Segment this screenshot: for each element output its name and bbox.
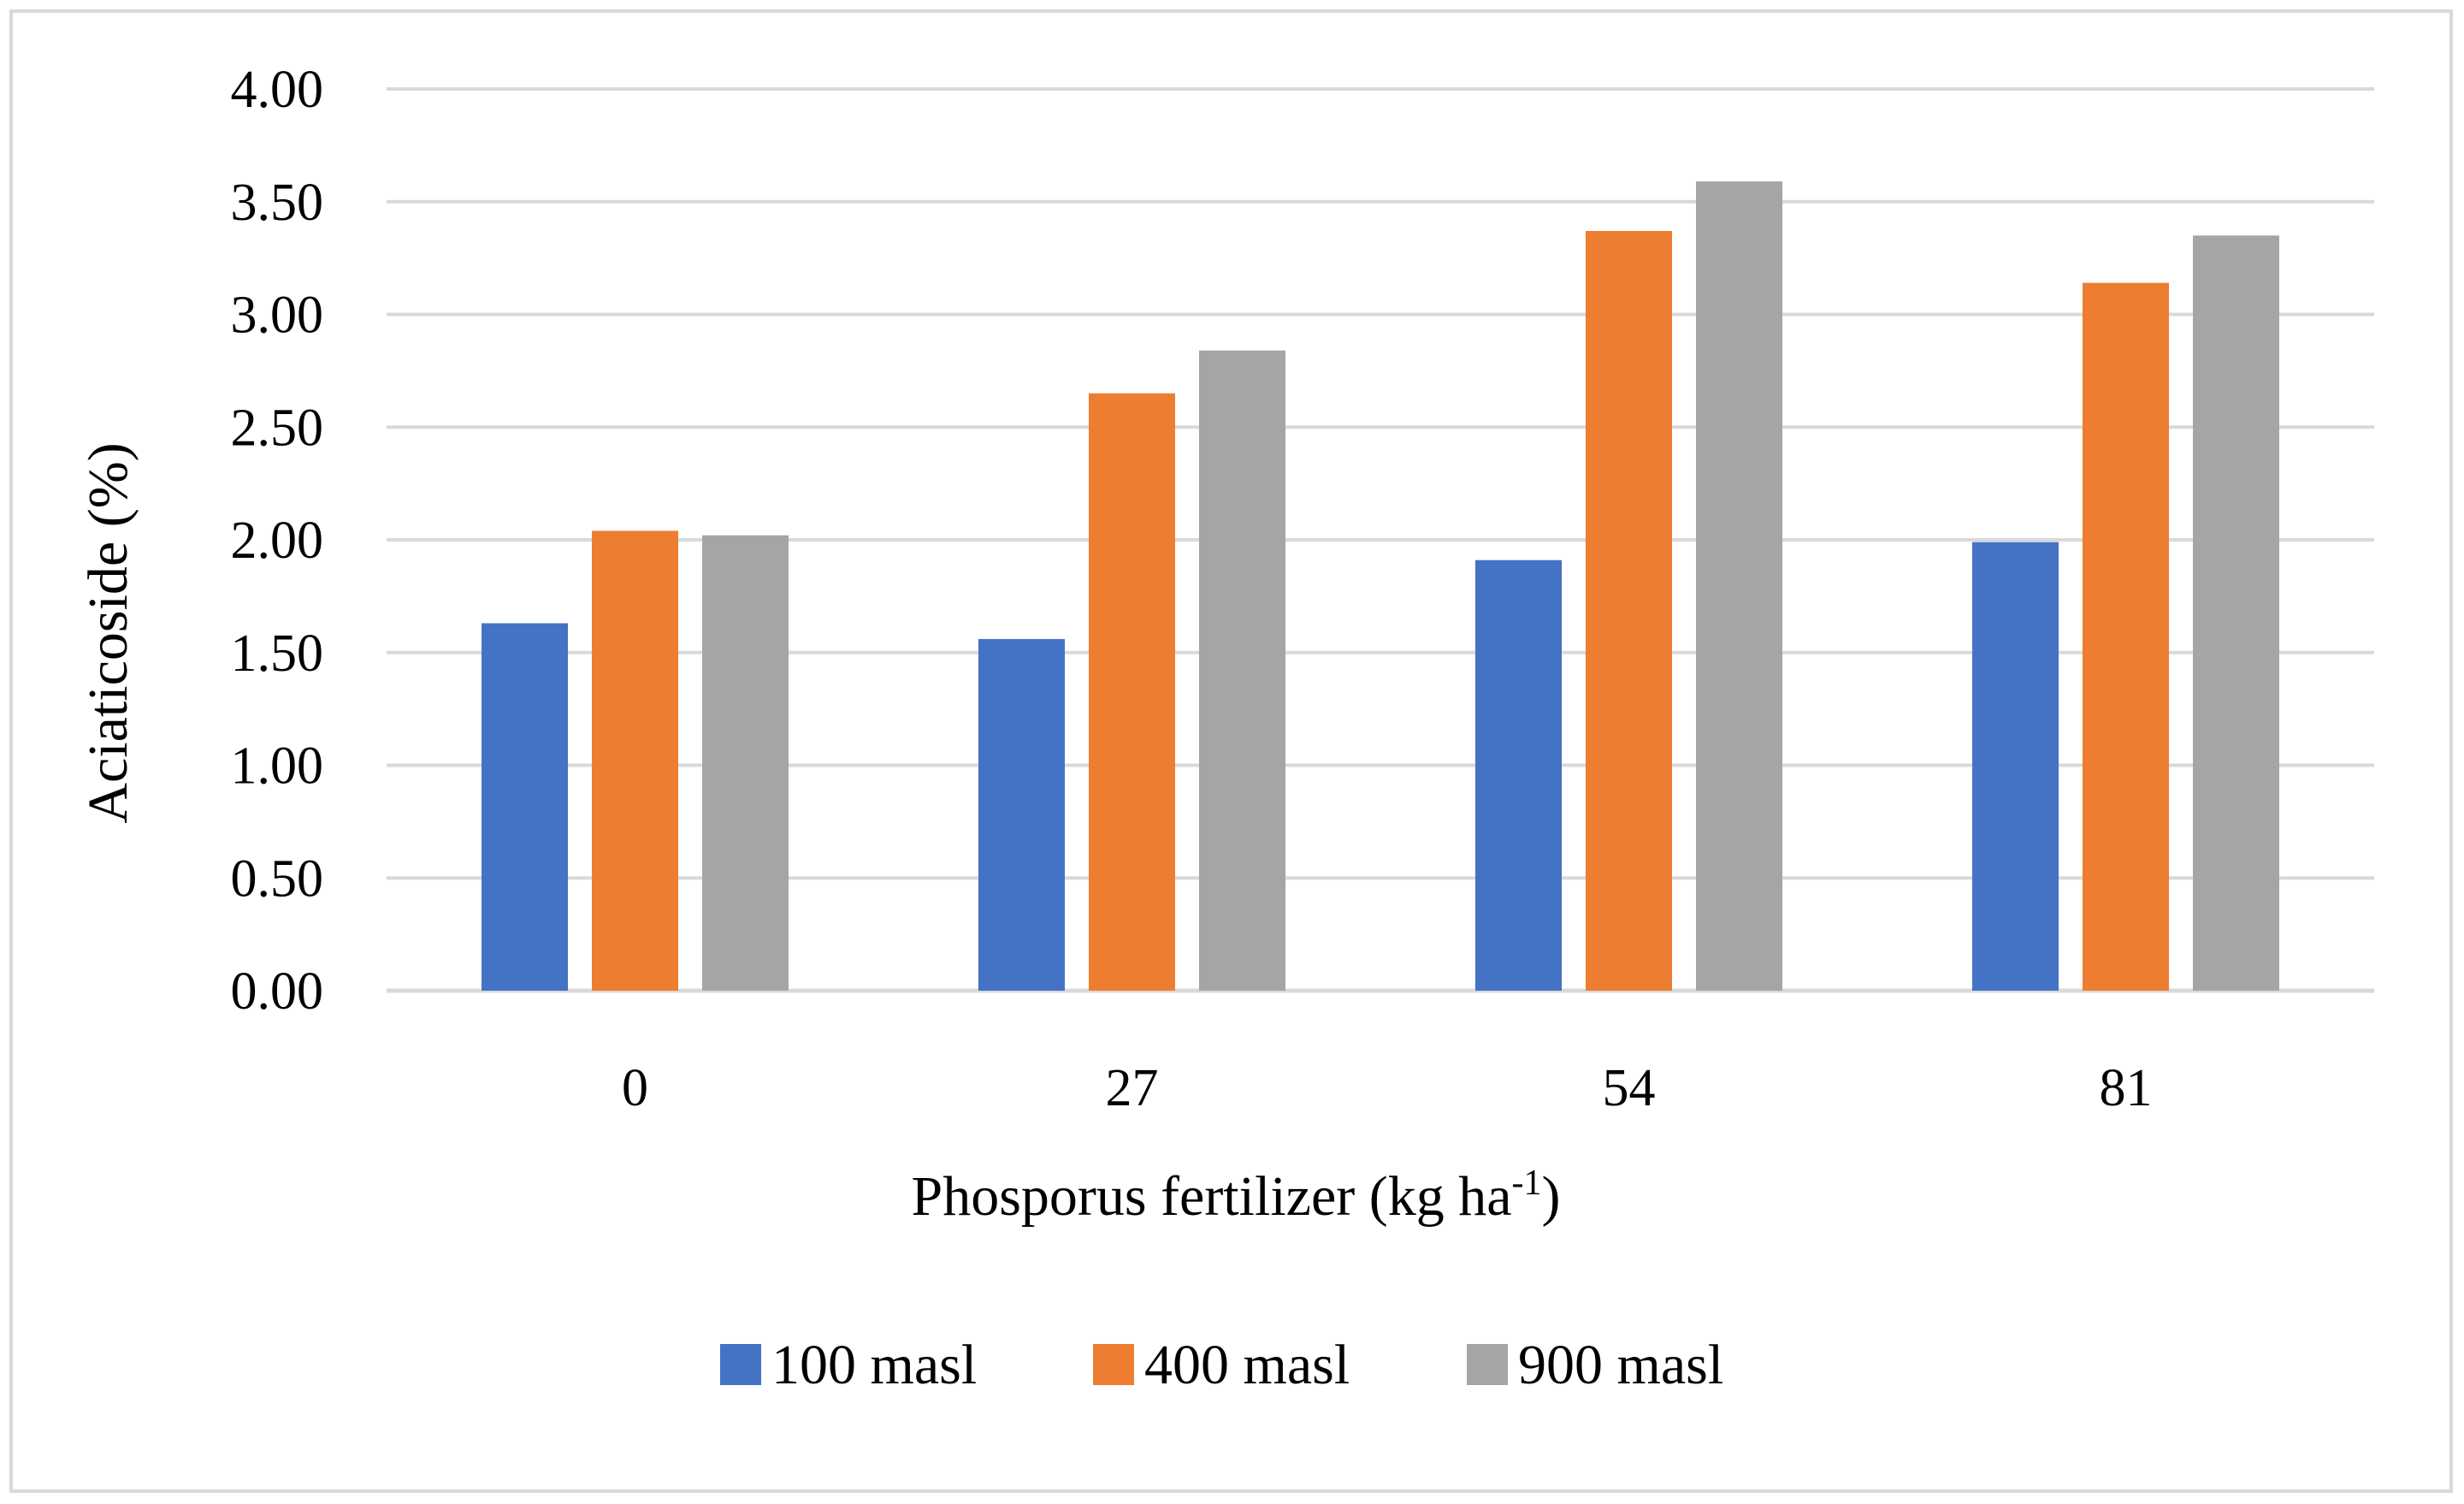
gridlines [387, 87, 2374, 993]
y-tick-label: 0.50 [231, 850, 324, 908]
x-axis-ticks: 0 27 54 81 [622, 1059, 2153, 1117]
y-tick-label: 4.00 [231, 61, 324, 119]
y-tick-label: 3.50 [231, 174, 324, 232]
bar-400-masl-81 [2083, 282, 2169, 991]
bar-100-masl-0 [482, 623, 568, 991]
bar-100-masl-81 [1972, 542, 2059, 991]
bar-900-masl-81 [2193, 235, 2279, 991]
y-tick-label: 3.00 [231, 287, 324, 345]
legend-swatch [1093, 1344, 1134, 1385]
x-axis-title-tail: ) [1542, 1165, 1561, 1228]
legend-swatch [1467, 1344, 1508, 1385]
x-tick-label: 81 [2100, 1059, 2153, 1117]
x-axis-title-main: Phosporus fertilizer (kg ha [912, 1165, 1512, 1228]
legend-swatch [720, 1344, 761, 1385]
y-tick-label: 0.00 [231, 962, 324, 1021]
legend-label: 400 masl [1144, 1334, 1350, 1396]
bar-900-masl-0 [702, 535, 789, 991]
x-axis-title-superscript: -1 [1512, 1164, 1542, 1203]
y-tick-label: 2.00 [231, 512, 324, 570]
bar-400-masl-54 [1586, 231, 1672, 991]
bar-100-masl-54 [1475, 560, 1562, 991]
bar-400-masl-0 [592, 530, 678, 991]
y-axis-title: Aciaticoside (%) [77, 442, 139, 823]
bar-900-masl-54 [1696, 181, 1782, 991]
bar-100-masl-27 [978, 638, 1065, 991]
y-axis-ticks: 0.00 0.50 1.00 1.50 2.00 2.50 3.00 3.50 4.00 [231, 61, 324, 1021]
y-tick-label: 2.50 [231, 399, 324, 457]
x-axis-title: Phosporus fertilizer (kg ha-1) [912, 1164, 1561, 1228]
y-tick-label: 1.50 [231, 625, 324, 683]
y-tick-label: 1.00 [231, 737, 324, 796]
legend-label: 900 masl [1518, 1334, 1723, 1396]
bar-400-masl-27 [1089, 393, 1175, 992]
bars [482, 181, 2279, 992]
legend-label: 100 masl [771, 1334, 977, 1396]
x-tick-label: 54 [1603, 1059, 1656, 1117]
legend: 100 masl 400 masl 900 masl [720, 1334, 1723, 1396]
bar-900-masl-27 [1199, 350, 1285, 991]
x-tick-label: 0 [622, 1059, 648, 1117]
x-tick-label: 27 [1106, 1059, 1159, 1117]
